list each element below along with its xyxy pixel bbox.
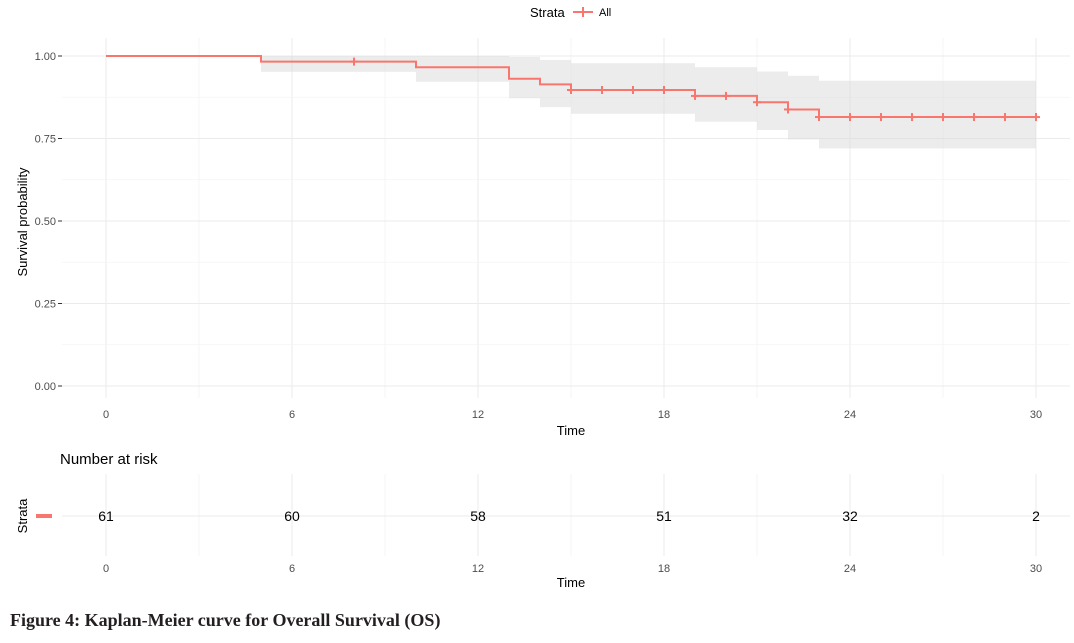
risk-x-tick-label: 30	[1030, 563, 1042, 575]
legend-label: All	[599, 7, 611, 19]
risk-x-axis-ticks: 0 6 12 18 24 30	[103, 563, 1042, 575]
figure-caption: Figure 4: Kaplan-Meier curve for Overall…	[10, 610, 441, 630]
y-tick-label: 0.00	[35, 381, 56, 393]
y-axis-title: Survival probability	[15, 167, 30, 277]
x-tick-label: 12	[472, 409, 484, 421]
risk-y-axis-title: Strata	[15, 498, 30, 533]
risk-table-grid	[62, 474, 1070, 556]
x-tick-label: 0	[103, 409, 109, 421]
x-axis-ticks: 0 6 12 18 24 30	[103, 409, 1042, 421]
risk-x-tick-label: 24	[844, 563, 856, 575]
risk-x-tick-label: 18	[658, 563, 670, 575]
risk-x-axis-title: Time	[557, 575, 585, 590]
risk-counts: 61 60 58 51 32 2	[98, 508, 1040, 524]
x-tick-label: 24	[844, 409, 856, 421]
risk-x-tick-label: 12	[472, 563, 484, 575]
confidence-band	[261, 56, 1036, 149]
y-tick-label: 0.50	[35, 216, 56, 228]
ci-segment	[261, 56, 416, 72]
y-tick-label: 0.75	[35, 134, 56, 146]
risk-count: 32	[842, 508, 858, 524]
ci-segment	[509, 56, 540, 99]
x-tick-label: 6	[289, 409, 295, 421]
risk-count: 61	[98, 508, 114, 524]
legend: Strata All	[530, 5, 611, 20]
risk-table-title: Number at risk	[60, 451, 158, 468]
x-tick-label: 30	[1030, 409, 1042, 421]
x-tick-label: 18	[658, 409, 670, 421]
risk-count: 60	[284, 508, 300, 524]
y-axis-ticks: 0.00 0.25 0.50 0.75 1.00	[35, 51, 62, 393]
ci-segment	[757, 71, 788, 130]
legend-title: Strata	[530, 5, 565, 20]
y-tick-label: 1.00	[35, 51, 56, 63]
x-axis-title: Time	[557, 423, 585, 438]
ci-segment	[788, 75, 819, 140]
risk-x-tick-label: 6	[289, 563, 295, 575]
risk-x-tick-label: 0	[103, 563, 109, 575]
risk-count: 58	[470, 508, 486, 524]
y-tick-label: 0.25	[35, 299, 56, 311]
censor-marks	[350, 57, 1040, 122]
ci-segment	[819, 80, 1036, 149]
ci-segment	[416, 56, 509, 82]
risk-count: 2	[1032, 508, 1040, 524]
risk-count: 51	[656, 508, 672, 524]
